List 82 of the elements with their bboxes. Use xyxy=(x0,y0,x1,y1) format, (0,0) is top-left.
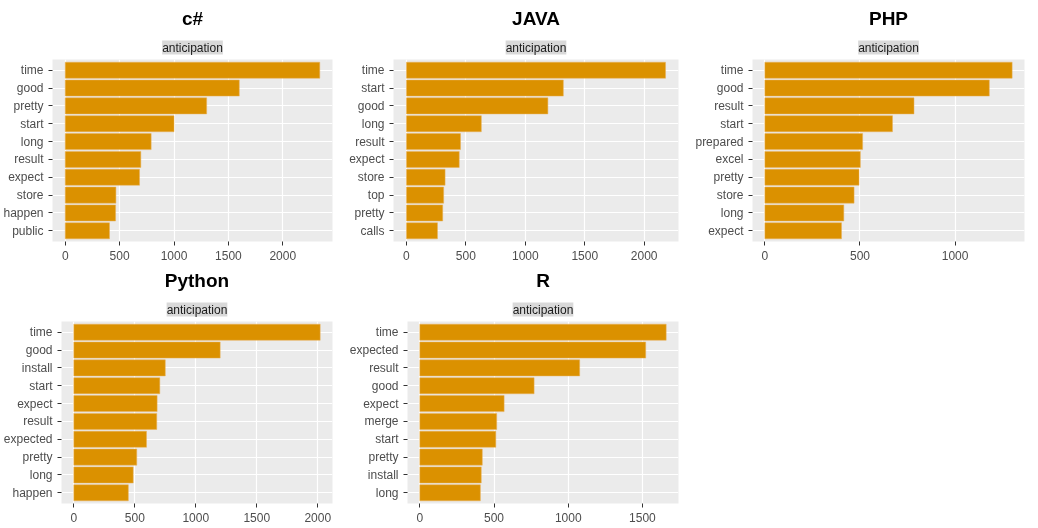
chart-subtitle: anticipation xyxy=(166,302,228,317)
y-tick-label: long xyxy=(361,116,385,131)
x-tick-label: 500 xyxy=(455,248,477,263)
y-tick-label: expected xyxy=(349,343,399,358)
y-tick-label: start xyxy=(375,432,400,447)
y-tick-label: result xyxy=(23,414,54,429)
y-tick-label: good xyxy=(357,98,385,113)
y-tick-label: good xyxy=(371,378,399,393)
y-tick-label: store xyxy=(357,170,385,185)
y-tick-label: expect xyxy=(708,223,745,238)
y-tick-label: result xyxy=(14,152,45,167)
x-tick-label: 500 xyxy=(484,510,505,525)
y-tick-label: pretty xyxy=(368,450,399,465)
y-tick-label: install xyxy=(367,467,399,482)
y-tick-label: long xyxy=(20,134,44,149)
y-tick-label: install xyxy=(21,360,53,375)
x-tick-label: 1500 xyxy=(243,510,271,525)
x-tick-label: 0 xyxy=(416,510,424,525)
y-tick-label: merge xyxy=(364,414,399,429)
y-tick-label: good xyxy=(16,81,44,96)
y-tick-label: good xyxy=(716,81,744,96)
chart-title: c# xyxy=(181,7,204,29)
y-tick-label: calls xyxy=(360,223,385,238)
chart-title: JAVA xyxy=(512,7,561,29)
y-tick-label: result xyxy=(714,98,745,113)
chart-subtitle: anticipation xyxy=(162,40,223,55)
x-tick-label: 1500 xyxy=(571,248,599,263)
x-tick-label: 0 xyxy=(761,248,769,263)
x-tick-label: 500 xyxy=(124,510,146,525)
y-tick-label: long xyxy=(720,205,744,220)
y-tick-label: long xyxy=(29,467,53,482)
x-tick-label: 1000 xyxy=(511,248,539,263)
y-tick-label: public xyxy=(12,223,44,238)
x-tick-label: 1000 xyxy=(554,510,582,525)
y-tick-label: start xyxy=(361,81,386,96)
x-tick-label: 0 xyxy=(403,248,411,263)
x-tick-label: 1000 xyxy=(182,510,210,525)
x-tick-label: 500 xyxy=(109,248,130,263)
y-tick-label: time xyxy=(720,63,744,78)
y-tick-label: expect xyxy=(349,152,386,167)
y-tick-label: store xyxy=(16,188,44,203)
x-tick-label: 0 xyxy=(70,510,78,525)
y-tick-label: start xyxy=(29,378,54,393)
y-tick-label: result xyxy=(369,360,400,375)
chart-title: Python xyxy=(164,269,230,291)
y-tick-label: expect xyxy=(363,396,400,411)
x-tick-label: 0 xyxy=(61,248,69,263)
y-tick-label: time xyxy=(375,325,399,340)
y-tick-label: good xyxy=(25,343,53,358)
y-tick-label: happen xyxy=(12,485,53,500)
chart-subtitle: anticipation xyxy=(512,302,574,317)
x-tick-label: 1000 xyxy=(160,248,188,263)
y-tick-label: start xyxy=(720,116,745,131)
y-tick-label: store xyxy=(716,188,744,203)
x-tick-label: 2000 xyxy=(304,510,332,525)
y-tick-label: time xyxy=(361,63,385,78)
y-tick-label: expect xyxy=(8,170,45,185)
x-tick-label: 2000 xyxy=(630,248,658,263)
chart-title: R xyxy=(536,269,551,291)
y-tick-label: result xyxy=(355,134,386,149)
chart-subtitle: anticipation xyxy=(858,40,919,55)
y-tick-label: pretty xyxy=(354,205,385,220)
x-tick-label: 2000 xyxy=(269,248,297,263)
x-tick-label: 500 xyxy=(849,248,871,263)
y-tick-label: happen xyxy=(3,205,44,220)
chart-title: PHP xyxy=(868,7,909,29)
y-tick-label: prepared xyxy=(695,134,744,149)
y-tick-label: pretty xyxy=(22,450,53,465)
x-tick-label: 1500 xyxy=(629,510,657,525)
x-tick-label: 1500 xyxy=(215,248,243,263)
y-tick-label: pretty xyxy=(13,98,44,113)
y-tick-label: pretty xyxy=(713,170,744,185)
chart-subtitle: anticipation xyxy=(505,40,567,55)
y-tick-label: time xyxy=(29,325,53,340)
y-tick-label: time xyxy=(20,63,44,78)
y-tick-label: expected xyxy=(3,432,53,447)
y-tick-label: start xyxy=(20,116,45,131)
y-tick-label: expect xyxy=(17,396,54,411)
x-tick-label: 1000 xyxy=(941,248,969,263)
y-tick-label: long xyxy=(375,485,399,500)
y-tick-label: excel xyxy=(715,152,744,167)
y-tick-label: top xyxy=(367,188,385,203)
